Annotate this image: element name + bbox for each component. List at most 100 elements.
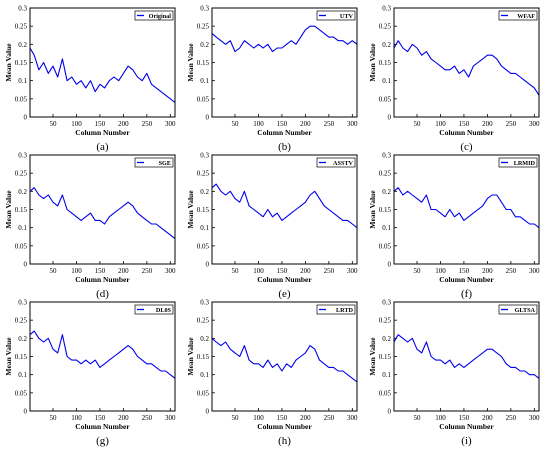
y-axis-label: Mean Value — [186, 337, 195, 376]
legend: ASSTV — [316, 157, 356, 168]
y-tick-label: 0.15 — [379, 59, 392, 67]
panel-caption: (d) — [96, 288, 109, 300]
legend-box — [134, 10, 174, 21]
y-tick-label: 0.05 — [379, 95, 392, 103]
y-tick-label: 0.15 — [15, 206, 28, 214]
x-tick-label: 100 — [253, 267, 264, 275]
panel-caption: (h) — [278, 435, 291, 447]
x-axis-label: Column Number — [257, 128, 312, 137]
y-tick-label: 0.2 — [200, 335, 209, 343]
legend-box — [498, 157, 538, 168]
y-tick-label: 0.05 — [379, 242, 392, 250]
y-tick-label: 0 — [24, 114, 28, 122]
legend-label: LRMID — [514, 160, 536, 167]
chart-panel: 0 0.05 0.1 0.15 0.2 0.25 0.3 50 100 150 200 250 300 L… — [368, 152, 540, 301]
y-axis-label: Mean Value — [186, 190, 195, 229]
y-tick-label: 0.2 — [382, 41, 391, 49]
legend-label: Original — [149, 13, 172, 20]
panel-caption: (g) — [96, 435, 109, 447]
y-tick-label: 0.25 — [197, 170, 210, 178]
y-tick-label: 0.3 — [382, 152, 391, 160]
legend-label: LRTD — [336, 307, 354, 314]
y-tick-label: 0.05 — [15, 389, 28, 397]
y-tick-label: 0.3 — [18, 299, 27, 307]
y-tick-label: 0 — [388, 408, 392, 416]
y-tick-label: 0.15 — [379, 353, 392, 361]
x-tick-label: 300 — [347, 414, 358, 422]
y-tick-label: 0.1 — [18, 371, 27, 379]
y-tick-label: 0 — [206, 114, 210, 122]
x-tick-label: 100 — [435, 267, 446, 275]
y-tick-label: 0.2 — [200, 41, 209, 49]
y-tick-label: 0.05 — [15, 95, 28, 103]
x-tick-label: 50 — [49, 414, 57, 422]
y-axis-label: Mean Value — [186, 43, 195, 82]
y-tick-label: 0.3 — [382, 5, 391, 13]
legend-box — [498, 10, 538, 21]
series-line — [29, 330, 176, 379]
y-tick-label: 0 — [388, 261, 392, 269]
x-axis-label: Column Number — [257, 422, 312, 431]
x-tick-label: 200 — [482, 267, 493, 275]
y-tick-label: 0.15 — [197, 59, 210, 67]
plot-frame — [211, 154, 358, 265]
legend-label: DL0S — [156, 307, 172, 314]
y-tick-label: 0.2 — [200, 188, 209, 196]
y-tick-label: 0.3 — [382, 299, 391, 307]
y-tick-label: 0.2 — [18, 188, 27, 196]
legend-box — [134, 157, 174, 168]
x-tick-label: 100 — [71, 414, 82, 422]
legend: SGE — [134, 157, 174, 168]
x-tick-label: 300 — [347, 267, 358, 275]
legend: DL0S — [134, 304, 174, 315]
x-tick-label: 50 — [49, 120, 57, 128]
y-tick-label: 0.1 — [18, 224, 27, 232]
series-line — [393, 334, 540, 379]
chart-panel: 0 0.05 0.1 0.15 0.2 0.25 0.3 50 100 150 200 250 300 S… — [4, 152, 176, 301]
y-tick-label: 0.1 — [200, 371, 209, 379]
y-tick-label: 0.2 — [18, 41, 27, 49]
y-tick-label: 0.05 — [197, 389, 210, 397]
y-tick-label: 0.2 — [18, 335, 27, 343]
plot-frame — [29, 154, 176, 265]
x-tick-label: 300 — [347, 120, 358, 128]
x-tick-label: 250 — [324, 414, 335, 422]
y-tick-label: 0.25 — [197, 317, 210, 325]
y-tick-label: 0.15 — [379, 206, 392, 214]
x-axis-label: Column Number — [257, 275, 312, 284]
x-tick-label: 150 — [95, 267, 106, 275]
y-tick-label: 0.15 — [197, 353, 210, 361]
x-tick-label: 150 — [277, 414, 288, 422]
y-tick-label: 0.25 — [15, 317, 28, 325]
x-tick-label: 250 — [506, 414, 517, 422]
y-tick-label: 0.3 — [200, 299, 209, 307]
x-tick-label: 200 — [300, 120, 311, 128]
series-line — [393, 187, 540, 229]
series-line — [29, 187, 176, 240]
plot-frame — [393, 154, 540, 265]
x-tick-label: 50 — [231, 120, 239, 128]
x-tick-label: 300 — [165, 120, 176, 128]
y-tick-label: 0.1 — [18, 77, 27, 85]
series-line — [211, 183, 358, 229]
legend: LRMID — [498, 157, 538, 168]
x-tick-label: 100 — [435, 120, 446, 128]
legend-box — [316, 304, 356, 315]
legend-label: SGE — [159, 160, 171, 167]
y-axis-label: Mean Value — [368, 190, 377, 229]
x-tick-label: 200 — [118, 414, 129, 422]
y-axis-label: Mean Value — [4, 43, 13, 82]
y-tick-label: 0 — [206, 408, 210, 416]
legend-label: UTV — [340, 13, 354, 20]
legend-box — [316, 10, 356, 21]
legend-box — [134, 304, 174, 315]
x-tick-label: 100 — [253, 120, 264, 128]
x-tick-label: 100 — [71, 120, 82, 128]
plot-frame — [211, 7, 358, 118]
x-tick-label: 50 — [413, 120, 421, 128]
legend-box — [498, 304, 538, 315]
plot-frame — [393, 301, 540, 412]
plot-frame — [211, 301, 358, 412]
x-tick-label: 50 — [231, 414, 239, 422]
